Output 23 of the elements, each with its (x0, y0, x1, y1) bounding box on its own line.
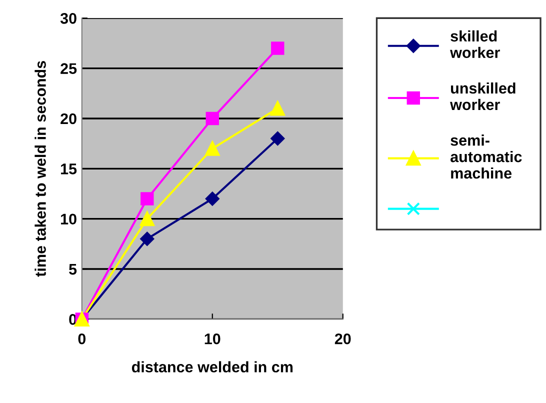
y-tick-label: 20 (60, 113, 76, 124)
y-tick-label: 5 (69, 264, 77, 275)
point (271, 42, 284, 55)
y-axis-title: time taken to weld in seconds (34, 61, 46, 277)
y-tick-label: 25 (60, 63, 77, 74)
point (140, 192, 154, 206)
point (205, 192, 220, 206)
y-tick-label: 15 (61, 164, 77, 174)
legend-label: unskilled worker (450, 82, 516, 110)
x-tick-label: 10 (204, 333, 220, 344)
x-axis-title: distance welded in cm (132, 361, 293, 372)
y-tick-label: 30 (60, 13, 76, 24)
point (206, 112, 219, 126)
point (140, 232, 154, 246)
x-tick-label: 0 (78, 333, 86, 344)
legend-label: semi-automatic machine (450, 134, 522, 179)
point (270, 101, 285, 116)
y-tick-label: 10 (61, 214, 76, 225)
point (140, 212, 154, 226)
point (205, 141, 220, 156)
point (270, 132, 285, 146)
x-tick-label: 20 (334, 333, 351, 344)
legend-label: skilled worker (450, 30, 500, 58)
